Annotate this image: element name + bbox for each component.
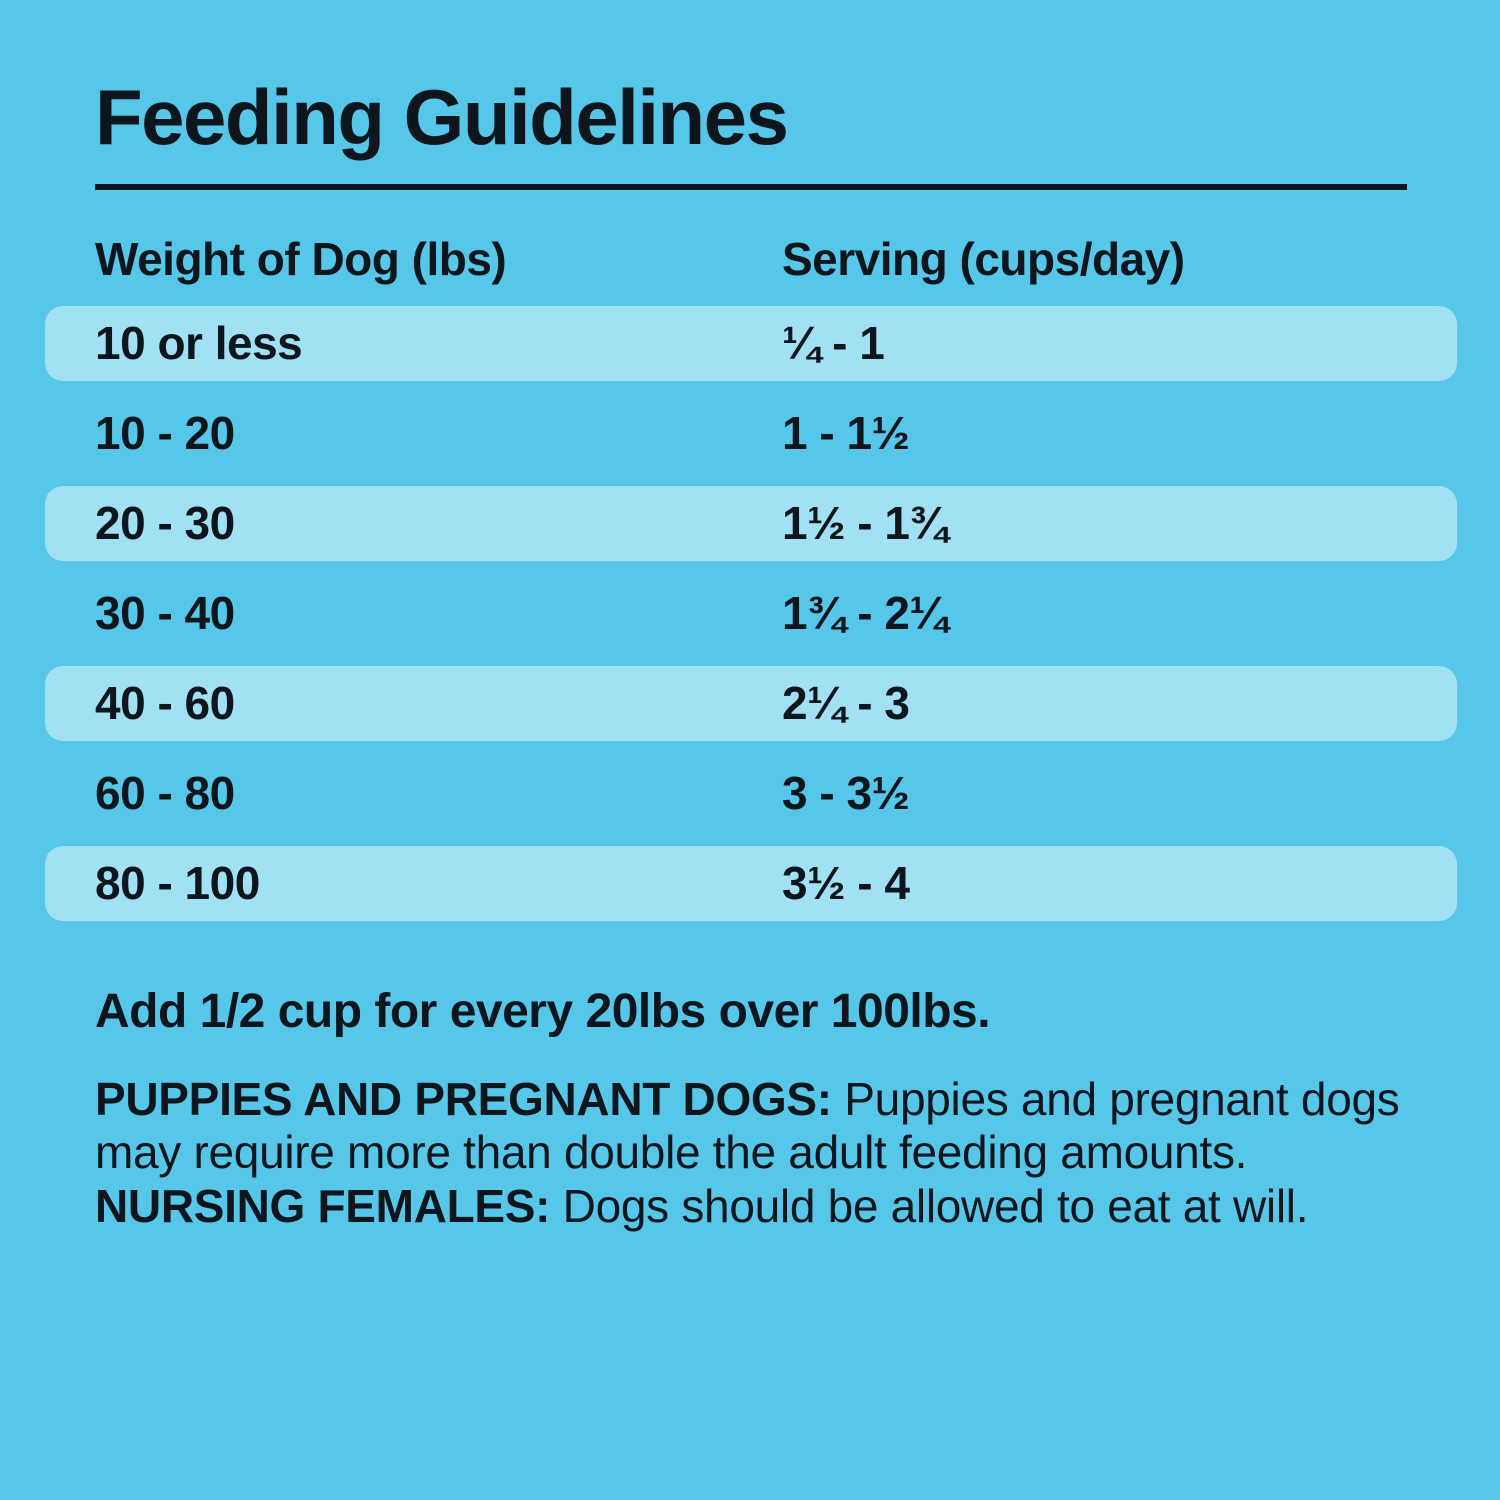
weight-cell: 10 or less [95, 317, 303, 369]
table-header-row: Weight of Dog (lbs) Serving (cups/day) [95, 232, 1405, 286]
puppies-pregnant-text: Puppies and pregnant dogs may require mo… [95, 1073, 1400, 1179]
weight-cell: 20 - 30 [95, 497, 235, 549]
serving-cell: 2¼ - 3 [782, 677, 910, 729]
special-feeding-note: PUPPIES AND PREGNANT DOGS: Puppies and p… [95, 1073, 1405, 1233]
weight-cell: 80 - 100 [95, 857, 260, 909]
table-row: 10 - 20 1 - 1½ [45, 388, 1457, 478]
weight-cell: 60 - 80 [95, 767, 235, 819]
puppies-pregnant-label: PUPPIES AND PREGNANT DOGS: [95, 1073, 832, 1125]
serving-cell: 1¾ - 2¼ [782, 587, 948, 639]
feeding-table: 10 or less ¼ - 1 10 - 20 1 - 1½ 20 - 30 … [45, 298, 1457, 928]
nursing-females-text: Dogs should be allowed to eat at will. [550, 1179, 1309, 1232]
weight-cell: 40 - 60 [95, 677, 235, 729]
table-row: 80 - 100 3½ - 4 [45, 838, 1457, 928]
panel-content: Feeding Guidelines Weight of Dog (lbs) S… [45, 73, 1457, 1233]
table-row: 30 - 40 1¾ - 2¼ [45, 568, 1457, 658]
weight-cell: 30 - 40 [95, 587, 235, 639]
serving-cell: 1½ - 1¾ [782, 497, 948, 549]
table-row: 40 - 60 2¼ - 3 [45, 658, 1457, 748]
table-row: 60 - 80 3 - 3½ [45, 748, 1457, 838]
serving-cell: 3½ - 4 [782, 857, 910, 909]
column-header-weight: Weight of Dog (lbs) [95, 233, 507, 285]
serving-cell: 1 - 1½ [782, 407, 910, 459]
table-row: 10 or less ¼ - 1 [45, 298, 1457, 388]
column-header-serving: Serving (cups/day) [782, 233, 1185, 285]
serving-cell: ¼ - 1 [782, 317, 885, 369]
nursing-females-label: NURSING FEMALES: [95, 1179, 551, 1232]
overage-note: Add 1/2 cup for every 20lbs over 100lbs. [95, 985, 991, 1038]
page-title: Feeding Guidelines [95, 73, 789, 161]
table-row: 20 - 30 1½ - 1¾ [45, 478, 1457, 568]
weight-cell: 10 - 20 [95, 407, 235, 459]
serving-cell: 3 - 3½ [782, 767, 910, 819]
title-divider [95, 184, 1407, 190]
